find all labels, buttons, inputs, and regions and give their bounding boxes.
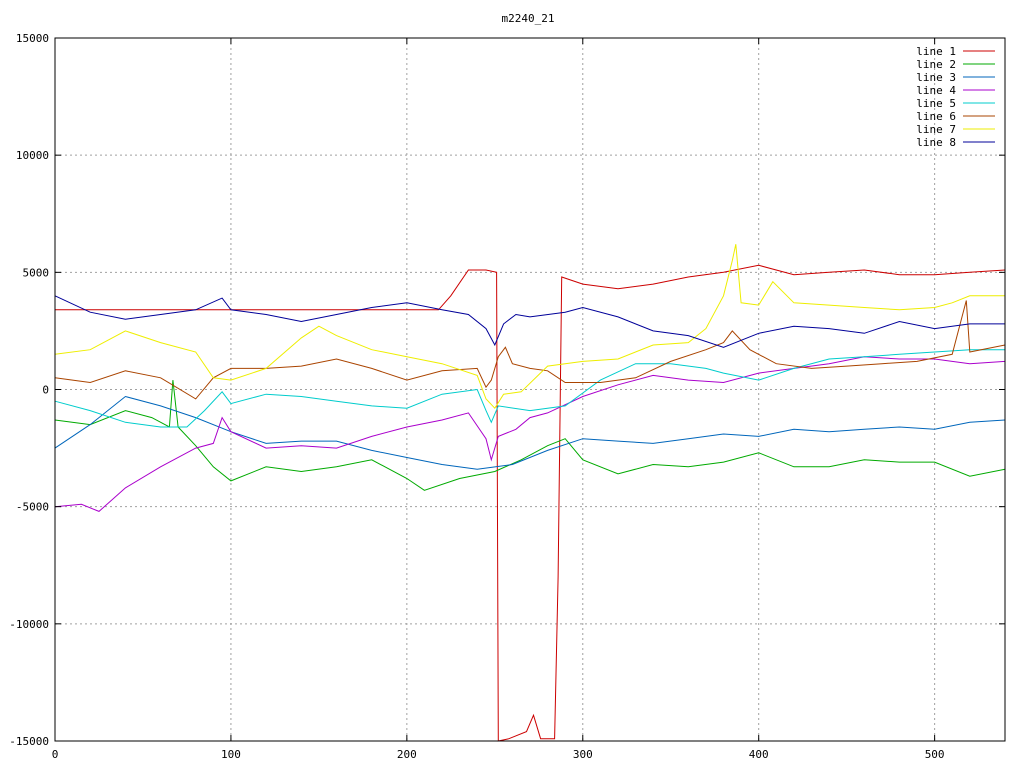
grid: [55, 38, 1005, 741]
legend-label: line 4: [916, 84, 956, 97]
series-line-8: [54, 295, 1005, 348]
y-tick-label: 5000: [23, 266, 50, 279]
x-tick-label: 100: [221, 748, 241, 761]
y-tick-label: 15000: [16, 32, 49, 45]
legend-label: line 6: [916, 110, 956, 123]
series-line-1: [55, 264, 1006, 742]
y-tick-label: -5000: [16, 501, 49, 514]
series-line-6: [54, 300, 1006, 400]
y-tick-label: 0: [42, 384, 49, 397]
legend-label: line 3: [916, 71, 956, 84]
legend-label: line 2: [916, 58, 956, 71]
x-tick-label: 200: [397, 748, 417, 761]
series-lines: [54, 244, 1006, 742]
series-line-5: [54, 349, 1005, 428]
chart-title: m2240_21: [502, 12, 555, 25]
y-tick-label: 10000: [16, 149, 49, 162]
x-tick-label: 400: [749, 748, 769, 761]
axis-ticks: 0 100 200 300 400 500 -15000 -10000 -5000 0 5000 10…: [9, 32, 1005, 761]
y-tick-label: -10000: [9, 618, 49, 631]
y-tick-label: -15000: [9, 735, 49, 748]
legend-label: line 5: [916, 97, 956, 110]
legend-label: line 8: [916, 136, 956, 149]
legend-label: line 7: [916, 123, 956, 136]
x-tick-label: 300: [573, 748, 593, 761]
series-line-3: [54, 395, 1006, 470]
legend-label: line 1: [916, 45, 956, 58]
x-tick-label: 500: [925, 748, 945, 761]
series-line-4: [54, 356, 1006, 512]
series-line-7: [54, 244, 1005, 410]
series-line-2: [54, 380, 1006, 491]
x-tick-label: 0: [52, 748, 59, 761]
